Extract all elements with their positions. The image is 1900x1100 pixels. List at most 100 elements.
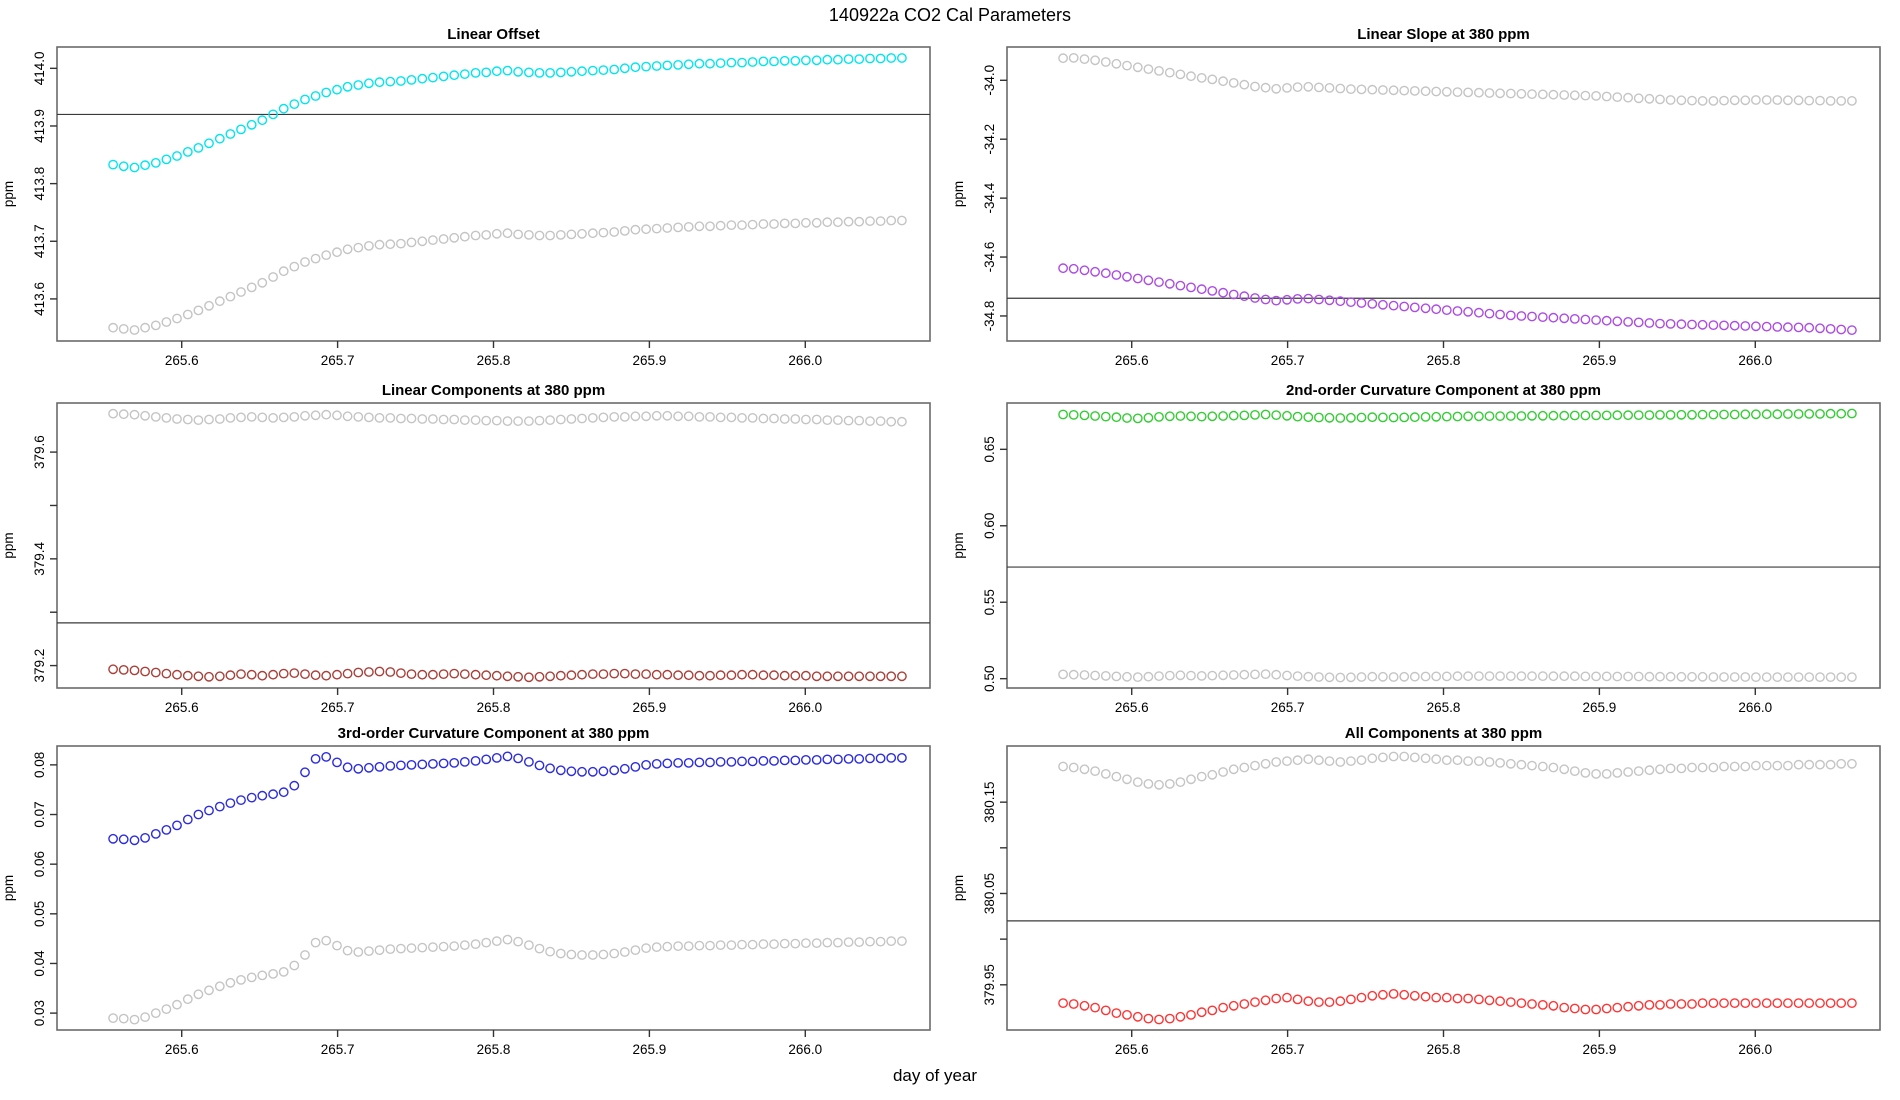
x-tick-label: 265.8 — [1427, 700, 1461, 715]
panel-linear-offset: Linear Offset 265.6 265.7 265.8 265.9 266.0 41… — [1, 26, 931, 368]
y-tick-label: 413.8 — [32, 167, 47, 201]
plot-box — [56, 745, 931, 1031]
x-axis: 265.6 265.7 265.8 265.9 266.0 — [165, 1030, 822, 1057]
y-axis-title: ppm — [951, 532, 966, 558]
x-tick-label: 265.7 — [321, 1042, 355, 1057]
x-tick-label: 265.9 — [1582, 700, 1616, 715]
x-tick-label: 266.0 — [1738, 353, 1772, 368]
x-tick-label: 266.0 — [788, 700, 822, 715]
y-axis: 413.6 413.7 413.8 413.9 414.0 — [32, 51, 57, 316]
x-tick-label: 265.9 — [1582, 353, 1616, 368]
plot-box — [56, 402, 931, 689]
series-2nd-order-curvature-component-at-380-ppm-reference — [1058, 669, 1857, 683]
series-linear-slope-at-380-ppm-parameter — [1058, 263, 1857, 335]
panel-title: Linear Components at 380 ppm — [382, 382, 605, 399]
panel-3rd-order-curvature-component-at-380-ppm: 3rd-order Curvature Component at 380 ppm… — [1, 725, 931, 1057]
y-axis-title: ppm — [1, 181, 16, 207]
x-tick-label: 265.7 — [1271, 1042, 1305, 1057]
y-tick-label: 413.9 — [32, 109, 47, 143]
x-tick-label: 265.8 — [1427, 1042, 1461, 1057]
series-2nd-order-curvature-component-at-380-ppm-parameter — [1058, 408, 1857, 424]
x-tick-label: 265.6 — [1115, 700, 1149, 715]
y-tick-label: 414.0 — [32, 51, 47, 85]
y-tick-label: 379.6 — [32, 435, 47, 469]
x-tick-label: 265.7 — [321, 700, 355, 715]
x-tick-label: 266.0 — [788, 353, 822, 368]
series-all-components-at-380-ppm-parameter — [1058, 989, 1857, 1025]
y-tick-label: 379.4 — [32, 541, 47, 575]
y-axis: 379.95 380.05 380.15 — [982, 782, 1007, 1005]
panel-all-components-at-380-ppm: All Components at 380 ppm 265.6 265.7 265.8… — [951, 725, 1881, 1057]
series-all-components-at-380-ppm-reference — [1058, 751, 1857, 790]
x-tick-label: 265.8 — [477, 1042, 511, 1057]
y-tick-label: 0.50 — [982, 666, 997, 692]
y-tick-label: 379.2 — [32, 649, 47, 683]
y-tick-label: 0.65 — [982, 436, 997, 462]
series-linear-slope-at-380-ppm-reference — [1058, 53, 1857, 106]
y-tick-label: 413.7 — [32, 224, 47, 258]
x-axis: 265.6 265.7 265.8 265.9 266.0 — [1115, 341, 1772, 368]
y-tick-label: 380.15 — [982, 782, 997, 823]
series-linear-components-at-380-ppm-reference — [108, 408, 907, 427]
y-axis-title: ppm — [951, 181, 966, 207]
y-axis: 0.03 0.04 0.05 0.06 0.07 0.08 — [32, 752, 57, 1026]
x-tick-label: 265.9 — [632, 700, 666, 715]
x-tick-label: 265.8 — [477, 353, 511, 368]
x-tick-label: 265.8 — [477, 700, 511, 715]
y-axis: -34.8 -34.6 -34.4 -34.2 -34.0 — [982, 65, 1007, 331]
y-tick-label: 0.60 — [982, 513, 997, 539]
x-axis: 265.6 265.7 265.8 265.9 266.0 — [1115, 1030, 1772, 1057]
y-tick-label: 380.05 — [982, 873, 997, 914]
panel-title: All Components at 380 ppm — [1345, 725, 1543, 742]
x-tick-label: 265.6 — [1115, 353, 1149, 368]
y-tick-label: 379.95 — [982, 964, 997, 1005]
x-tick-label: 265.8 — [1427, 353, 1461, 368]
panels-grid: Linear Offset 265.6 265.7 265.8 265.9 266.0 41… — [1, 26, 1881, 1057]
series-linear-components-at-380-ppm-parameter — [108, 664, 907, 683]
x-tick-label: 265.6 — [1115, 1042, 1149, 1057]
y-tick-label: 0.04 — [32, 950, 47, 977]
x-tick-label: 265.9 — [1582, 1042, 1616, 1057]
x-tick-label: 265.6 — [165, 353, 199, 368]
y-axis-title: ppm — [951, 875, 966, 901]
x-tick-label: 266.0 — [1738, 1042, 1772, 1057]
x-axis-title: day of year — [893, 1066, 977, 1085]
y-tick-label: 413.6 — [32, 282, 47, 316]
figure-title: 140922a CO2 Cal Parameters — [829, 5, 1071, 25]
x-axis: 265.6 265.7 265.8 265.9 266.0 — [165, 688, 822, 715]
x-tick-label: 266.0 — [788, 1042, 822, 1057]
x-tick-label: 265.7 — [1271, 353, 1305, 368]
plot-box — [1006, 745, 1881, 1031]
y-tick-label: -34.6 — [982, 242, 997, 273]
plot-box — [1006, 402, 1881, 689]
x-tick-label: 265.7 — [321, 353, 355, 368]
y-tick-label: 0.03 — [32, 1000, 47, 1026]
y-tick-label: 0.07 — [32, 801, 47, 827]
plot-box — [1006, 46, 1881, 342]
series-3rd-order-curvature-component-at-380-ppm-parameter — [108, 751, 907, 846]
y-axis-title: ppm — [1, 532, 16, 558]
x-tick-label: 266.0 — [1738, 700, 1772, 715]
series-linear-offset-parameter — [108, 53, 907, 173]
y-tick-label: 0.08 — [32, 752, 47, 778]
y-axis: 0.50 0.55 0.60 0.65 — [982, 436, 1007, 692]
y-axis: 379.2 379.4 379.6 — [32, 435, 57, 682]
x-tick-label: 265.9 — [632, 353, 666, 368]
y-tick-label: -34.2 — [982, 124, 997, 155]
panel-2nd-order-curvature-component-at-380-ppm: 2nd-order Curvature Component at 380 ppm… — [951, 382, 1881, 715]
x-tick-label: 265.7 — [1271, 700, 1305, 715]
series-linear-offset-reference — [108, 215, 907, 335]
panel-title: 3rd-order Curvature Component at 380 ppm — [338, 725, 650, 742]
y-tick-label: -34.4 — [982, 182, 997, 213]
panel-title: Linear Slope at 380 ppm — [1357, 26, 1530, 43]
y-axis-title: ppm — [1, 875, 16, 901]
x-tick-label: 265.6 — [165, 1042, 199, 1057]
y-tick-label: 0.05 — [32, 901, 47, 927]
series-3rd-order-curvature-component-at-380-ppm-reference — [108, 934, 907, 1025]
x-axis: 265.6 265.7 265.8 265.9 266.0 — [1115, 688, 1772, 715]
y-tick-label: 0.55 — [982, 589, 997, 615]
x-axis: 265.6 265.7 265.8 265.9 266.0 — [165, 341, 822, 368]
